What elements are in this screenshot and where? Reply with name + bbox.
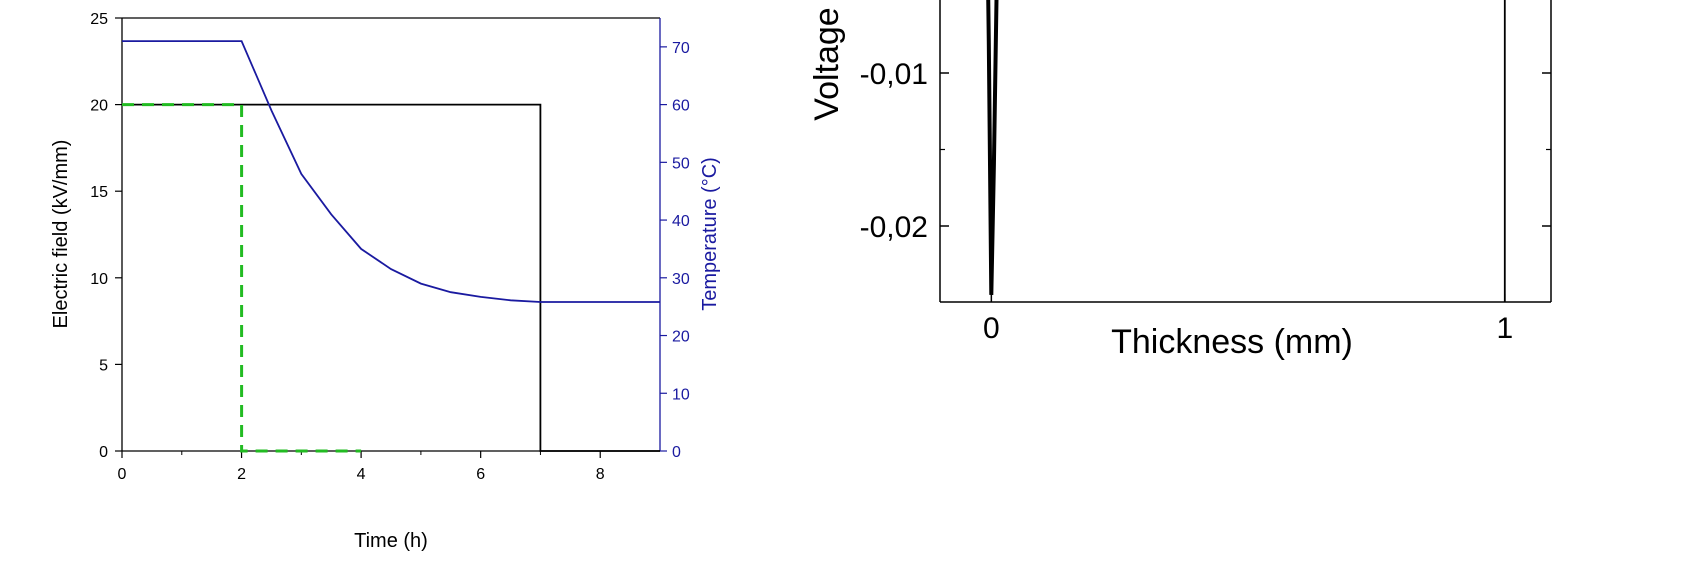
- y-tick-label: -0,01: [860, 58, 928, 91]
- y-axis-label: Voltage: [808, 7, 846, 120]
- x-tick-label: 0: [983, 312, 1000, 345]
- series-line-0: [122, 103, 660, 452]
- x-axis-label: Thickness (mm): [1111, 323, 1353, 361]
- x-tick-label: 4: [357, 466, 366, 483]
- series-line-2: [122, 40, 660, 303]
- x-axis-label: Time (h): [354, 530, 428, 552]
- y2-tick-label: 0: [672, 444, 681, 461]
- y-tick-label: 20: [90, 98, 108, 115]
- y-tick-label: 10: [90, 271, 108, 288]
- y-tick-label: 15: [90, 184, 108, 201]
- y2-tick-label: 70: [672, 40, 690, 57]
- y2-tick-label: 20: [672, 329, 690, 346]
- series-line-0: [986, 0, 999, 295]
- y2-tick-label: 30: [672, 271, 690, 288]
- y2-tick-label: 40: [672, 213, 690, 230]
- x-tick-label: 0: [118, 466, 127, 483]
- series-line-1: [122, 103, 362, 453]
- x-tick-label: 1: [1496, 312, 1513, 345]
- y-tick-label: 25: [90, 11, 108, 28]
- chart-voltage-thickness: Thickness (mm) Voltage -0,01 -0,02 0 1: [808, 0, 1552, 361]
- plot-area: [986, 0, 1506, 302]
- y2-tick-label: 10: [672, 386, 690, 403]
- y2-tick-label: 50: [672, 155, 690, 172]
- y2-tick-label: 60: [672, 98, 690, 115]
- chart-electric-field-temperature: Time (h) Electric field (kV/mm) Temperat…: [50, 11, 721, 552]
- x-tick-label: 8: [596, 466, 605, 483]
- x-tick-label: 2: [237, 466, 246, 483]
- y-axis-label: Electric field (kV/mm): [50, 140, 72, 329]
- y-tick-label: -0,02: [860, 211, 928, 244]
- y-tick-label: 0: [99, 444, 108, 461]
- x-tick-label: 6: [476, 466, 485, 483]
- y2-axis-label: Temperature (°C): [699, 157, 721, 311]
- y-tick-label: 5: [99, 357, 108, 374]
